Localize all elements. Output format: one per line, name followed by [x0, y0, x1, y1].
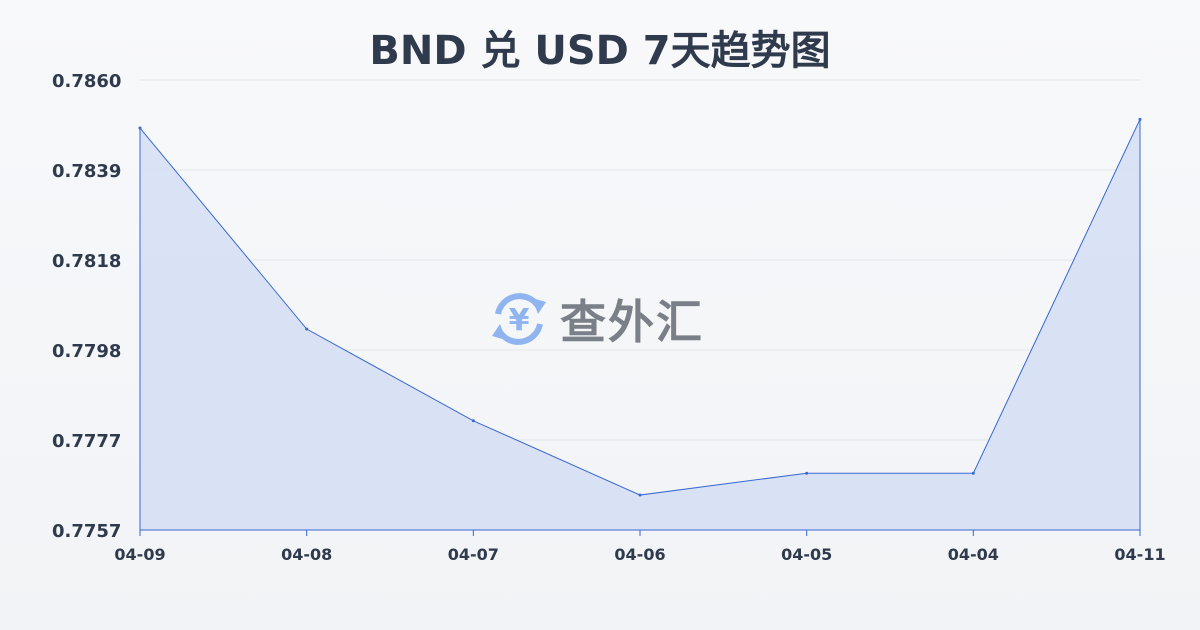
x-tick-label: 04-08 [281, 545, 332, 564]
data-point [1138, 117, 1142, 121]
y-tick-label: 0.7757 [52, 521, 121, 542]
x-tick-label: 04-04 [948, 545, 999, 564]
y-tick-label: 0.7798 [52, 341, 121, 362]
x-tick-label: 04-07 [448, 545, 499, 564]
y-tick-label: 0.7839 [52, 161, 121, 182]
yen-exchange-icon: ¥ [492, 293, 546, 345]
x-tick-label: 04-11 [1114, 545, 1165, 564]
area-fill [140, 119, 1140, 531]
svg-text:¥: ¥ [509, 303, 530, 338]
y-tick-label: 0.7860 [52, 71, 121, 92]
x-tick-label: 04-09 [114, 545, 165, 564]
data-point [971, 471, 975, 475]
x-tick-label: 04-06 [614, 545, 665, 564]
data-point [138, 126, 142, 130]
data-point [805, 471, 809, 475]
watermark: ¥ 查外汇 [488, 286, 704, 352]
y-tick-label: 0.7777 [52, 431, 121, 452]
data-point [638, 493, 642, 497]
watermark-text: 查外汇 [560, 295, 704, 349]
data-point [471, 419, 475, 423]
chart-title: BND 兑 USD 7天趋势图 [369, 28, 831, 74]
y-tick-label: 0.7818 [52, 251, 121, 272]
x-tick-label: 04-05 [781, 545, 832, 564]
data-point [305, 327, 309, 331]
